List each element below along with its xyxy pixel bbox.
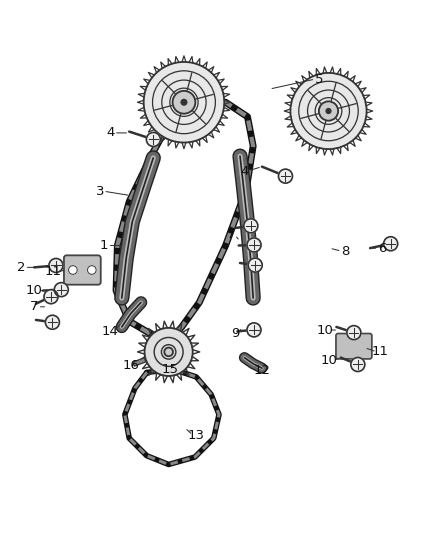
Circle shape xyxy=(181,99,187,105)
FancyBboxPatch shape xyxy=(64,255,101,285)
Circle shape xyxy=(44,290,58,304)
Text: 6: 6 xyxy=(378,241,386,255)
Text: 1: 1 xyxy=(100,239,109,252)
Circle shape xyxy=(145,328,193,376)
Circle shape xyxy=(247,238,261,252)
Text: 15: 15 xyxy=(162,363,178,376)
Circle shape xyxy=(144,62,224,142)
Circle shape xyxy=(248,258,262,272)
Text: 14: 14 xyxy=(102,325,119,338)
Circle shape xyxy=(247,323,261,337)
Circle shape xyxy=(351,358,365,372)
Circle shape xyxy=(319,101,338,120)
Text: 10: 10 xyxy=(317,324,333,336)
Text: 2: 2 xyxy=(17,261,25,274)
Text: 11: 11 xyxy=(45,265,62,278)
Text: 13: 13 xyxy=(188,429,205,442)
Text: 9: 9 xyxy=(231,327,240,340)
Circle shape xyxy=(164,348,173,356)
Circle shape xyxy=(68,265,77,274)
Circle shape xyxy=(54,282,68,297)
Text: 4: 4 xyxy=(106,126,115,140)
Text: 10: 10 xyxy=(26,284,42,297)
Text: 8: 8 xyxy=(341,245,350,257)
Text: 11: 11 xyxy=(372,345,389,358)
Circle shape xyxy=(384,237,398,251)
Circle shape xyxy=(290,73,367,149)
Circle shape xyxy=(347,326,361,340)
Polygon shape xyxy=(133,358,146,366)
Circle shape xyxy=(279,169,293,183)
Text: 7: 7 xyxy=(227,229,236,241)
Text: 3: 3 xyxy=(95,184,104,198)
Circle shape xyxy=(326,109,331,114)
Text: 16: 16 xyxy=(122,359,139,372)
Circle shape xyxy=(88,265,96,274)
FancyBboxPatch shape xyxy=(336,334,372,359)
Text: 12: 12 xyxy=(254,364,270,377)
Circle shape xyxy=(244,219,258,233)
Circle shape xyxy=(146,132,160,147)
Text: 5: 5 xyxy=(314,72,323,85)
Circle shape xyxy=(173,91,195,114)
Text: 4: 4 xyxy=(240,165,249,177)
Text: 7: 7 xyxy=(30,300,39,313)
Text: 10: 10 xyxy=(321,354,338,367)
Circle shape xyxy=(46,315,60,329)
Circle shape xyxy=(49,259,63,272)
